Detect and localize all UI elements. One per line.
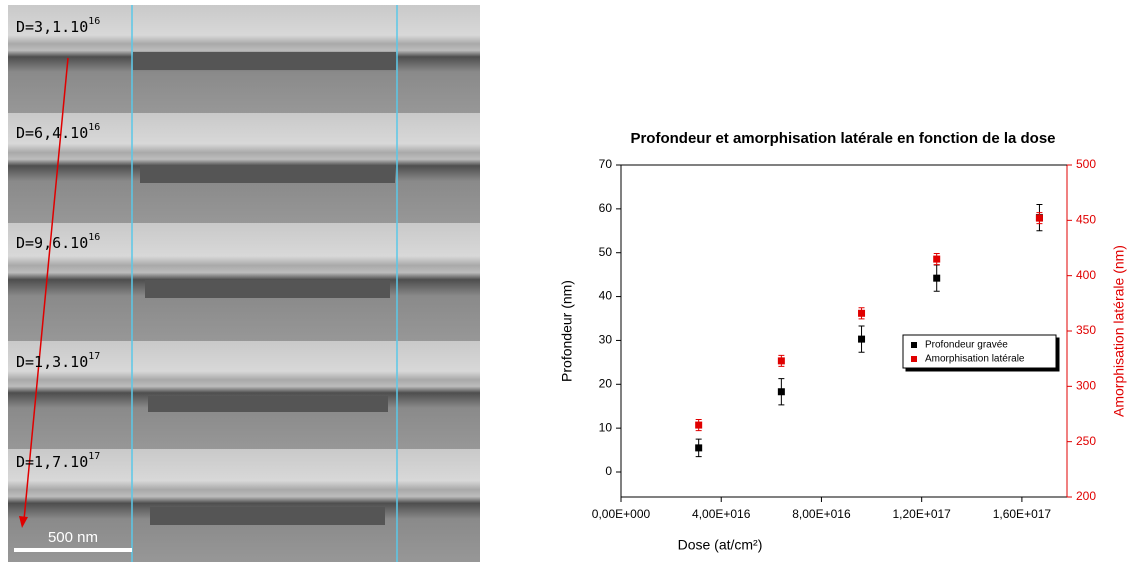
dose-label: D=3,1.1016 <box>16 16 100 36</box>
y2-tick-label: 250 <box>1076 434 1096 448</box>
tem-panel: D=3,1.1016 D=6,4.1016 D=9,6.1016 D=1,3.1… <box>8 5 480 562</box>
x-axis-title: Dose (at/cm²) <box>678 537 763 553</box>
scale-bar-label: 500 nm <box>48 529 98 546</box>
dose-text: D=1,3.10 <box>16 353 88 371</box>
dose-text: D=1,7.10 <box>16 453 88 471</box>
y-tick-label: 50 <box>599 245 613 259</box>
y-tick-label: 40 <box>599 289 613 303</box>
scale-bar <box>14 548 132 552</box>
legend-marker <box>911 342 917 348</box>
etched-region <box>148 396 388 412</box>
marker <box>695 444 703 452</box>
marker <box>858 335 866 343</box>
y2-tick-label: 200 <box>1076 489 1096 503</box>
tem-strip <box>8 341 480 449</box>
marker <box>858 309 866 317</box>
marker <box>777 357 785 365</box>
x-tick-label: 0,00E+000 <box>592 507 651 521</box>
legend-box <box>902 334 1057 369</box>
y-axis-title: Profondeur (nm) <box>559 280 575 382</box>
y-tick-label: 0 <box>605 464 612 478</box>
etched-region <box>133 52 396 70</box>
x-tick-label: 8,00E+016 <box>792 507 851 521</box>
etched-region <box>150 507 385 525</box>
marker <box>933 255 941 263</box>
dose-label: D=6,4.1016 <box>16 122 100 142</box>
dose-label: D=9,6.1016 <box>16 232 100 252</box>
x-tick-label: 4,00E+016 <box>692 507 751 521</box>
marker <box>695 421 703 429</box>
dose-exponent: 17 <box>88 451 100 462</box>
y-tick-label: 70 <box>599 157 613 171</box>
dose-label: D=1,7.1017 <box>16 451 100 471</box>
x-tick-label: 1,60E+017 <box>993 507 1052 521</box>
y2-tick-label: 450 <box>1076 213 1096 227</box>
y2-tick-label: 350 <box>1076 323 1096 337</box>
dose-exponent: 16 <box>88 232 100 243</box>
x-tick-label: 1,20E+017 <box>892 507 951 521</box>
dose-label: D=1,3.1017 <box>16 351 100 371</box>
dose-text: D=3,1.10 <box>16 18 88 36</box>
y2-tick-label: 500 <box>1076 157 1096 171</box>
dose-exponent: 17 <box>88 351 100 362</box>
y-tick-label: 30 <box>599 333 613 347</box>
etched-region <box>145 280 390 298</box>
y-tick-label: 10 <box>599 420 613 434</box>
etched-region <box>140 165 395 183</box>
y-tick-label: 60 <box>599 201 613 215</box>
dose-text: D=9,6.10 <box>16 234 88 252</box>
marker <box>777 388 785 396</box>
dose-text: D=6,4.10 <box>16 124 88 142</box>
arrow-head <box>19 516 28 528</box>
y-tick-label: 20 <box>599 376 613 390</box>
dose-exponent: 16 <box>88 122 100 133</box>
chart-title: Profondeur et amorphisation latérale en … <box>630 130 1055 147</box>
y2-axis-title: Amorphisation latérale (nm) <box>1111 245 1127 417</box>
y2-tick-label: 300 <box>1076 379 1096 393</box>
legend-label: Amorphisation latérale <box>925 354 1025 365</box>
trend-arrow <box>23 57 69 521</box>
tem-strip <box>8 449 480 562</box>
legend-marker <box>911 356 917 362</box>
marker <box>933 274 941 282</box>
marker <box>1035 214 1043 222</box>
y2-tick-label: 400 <box>1076 268 1096 282</box>
chart: Profondeur et amorphisation latérale en … <box>559 130 1127 553</box>
dose-exponent: 16 <box>88 16 100 27</box>
legend-label: Profondeur gravée <box>925 340 1008 351</box>
